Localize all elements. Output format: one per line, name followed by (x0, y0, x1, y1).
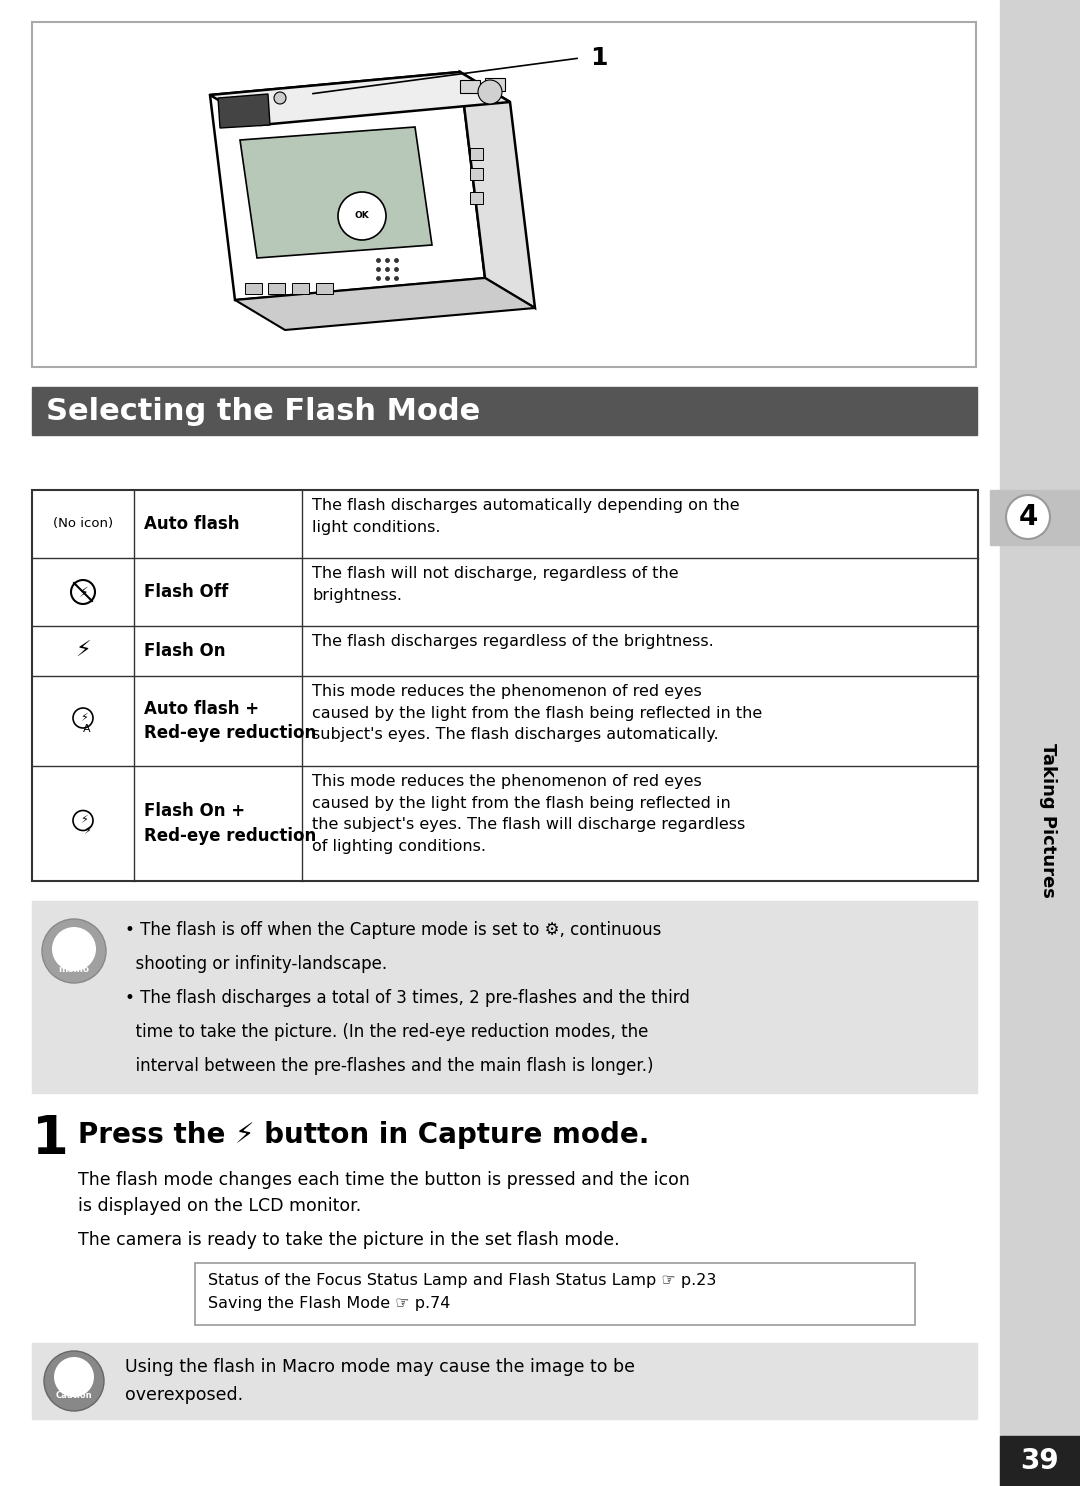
Text: • The flash is off when the Capture mode is set to ⚙, continuous: • The flash is off when the Capture mode… (125, 921, 661, 939)
Bar (470, 149, 483, 160)
Text: Using the flash in Macro mode may cause the image to be
overexposed.: Using the flash in Macro mode may cause … (125, 1358, 635, 1404)
Polygon shape (235, 278, 535, 330)
Circle shape (274, 92, 286, 104)
Circle shape (42, 918, 106, 984)
Polygon shape (210, 71, 485, 300)
Polygon shape (218, 94, 270, 128)
Bar (32, 22, 976, 367)
Text: ⚡: ⚡ (79, 585, 89, 600)
Circle shape (338, 192, 386, 241)
Bar (1000, 0, 1080, 1486)
Text: Flash Off: Flash Off (144, 583, 228, 600)
Text: 1: 1 (32, 1113, 69, 1165)
Bar (1000, 1435, 1080, 1486)
Bar (460, 80, 480, 94)
Circle shape (478, 80, 502, 104)
Text: 39: 39 (1021, 1447, 1059, 1476)
Bar (316, 282, 333, 294)
Polygon shape (460, 71, 535, 308)
Text: Flash On +
Red-eye reduction: Flash On + Red-eye reduction (144, 802, 316, 846)
Text: memo: memo (58, 964, 90, 973)
Text: 4: 4 (1018, 502, 1038, 531)
Text: A: A (83, 724, 91, 734)
Text: • The flash discharges a total of 3 times, 2 pre-flashes and the third: • The flash discharges a total of 3 time… (125, 990, 690, 1008)
Text: ⚡: ⚡ (76, 640, 91, 661)
Bar (485, 77, 505, 91)
Text: The flash mode changes each time the button is pressed and the icon
is displayed: The flash mode changes each time the but… (78, 1171, 690, 1216)
Bar (292, 282, 309, 294)
Polygon shape (240, 126, 432, 259)
Circle shape (1005, 495, 1050, 539)
Text: time to take the picture. (In the red-eye reduction modes, the: time to take the picture. (In the red-ey… (125, 1022, 648, 1042)
Polygon shape (210, 71, 510, 125)
Text: The flash will not discharge, regardless of the
brightness.: The flash will not discharge, regardless… (312, 566, 678, 603)
Text: 1: 1 (590, 46, 607, 70)
Text: Selecting the Flash Mode: Selecting the Flash Mode (46, 397, 481, 425)
Circle shape (52, 927, 96, 970)
Bar (32, 490, 978, 881)
Text: Taking Pictures: Taking Pictures (1039, 743, 1057, 898)
Text: This mode reduces the phenomenon of red eyes
caused by the light from the flash : This mode reduces the phenomenon of red … (312, 684, 762, 742)
Text: Caution: Caution (56, 1391, 92, 1400)
Bar (32, 386, 977, 435)
Bar (268, 282, 285, 294)
Text: The flash discharges regardless of the brightness.: The flash discharges regardless of the b… (312, 635, 714, 649)
Text: OK: OK (354, 211, 369, 220)
Text: Status of the Focus Status Lamp and Flash Status Lamp ☞ p.23
Saving the Flash Mo: Status of the Focus Status Lamp and Flas… (208, 1274, 716, 1312)
Text: shooting or infinity-landscape.: shooting or infinity-landscape. (125, 955, 387, 973)
Text: Press the ⚡ button in Capture mode.: Press the ⚡ button in Capture mode. (78, 1120, 649, 1149)
Text: (No icon): (No icon) (53, 517, 113, 531)
Bar (470, 168, 483, 180)
Text: Flash On: Flash On (144, 642, 226, 660)
Bar (32, 1343, 977, 1419)
Text: The flash discharges automatically depending on the
light conditions.: The flash discharges automatically depen… (312, 498, 740, 535)
Text: ⚡: ⚡ (80, 713, 87, 724)
Text: This mode reduces the phenomenon of red eyes
caused by the light from the flash : This mode reduces the phenomenon of red … (312, 774, 745, 854)
Text: Auto flash +
Red-eye reduction: Auto flash + Red-eye reduction (144, 700, 316, 743)
Circle shape (54, 1357, 94, 1397)
Bar (195, 1263, 915, 1326)
Text: interval between the pre-flashes and the main flash is longer.): interval between the pre-flashes and the… (125, 1057, 653, 1074)
Bar (32, 901, 977, 1094)
Bar (470, 192, 483, 204)
Text: ⚡: ⚡ (80, 816, 87, 826)
Text: Auto flash: Auto flash (144, 516, 240, 533)
Circle shape (44, 1351, 104, 1412)
Bar (990, 490, 1080, 545)
Text: The camera is ready to take the picture in the set flash mode.: The camera is ready to take the picture … (78, 1230, 620, 1250)
Text: ⚡: ⚡ (83, 826, 91, 837)
Bar (245, 282, 262, 294)
